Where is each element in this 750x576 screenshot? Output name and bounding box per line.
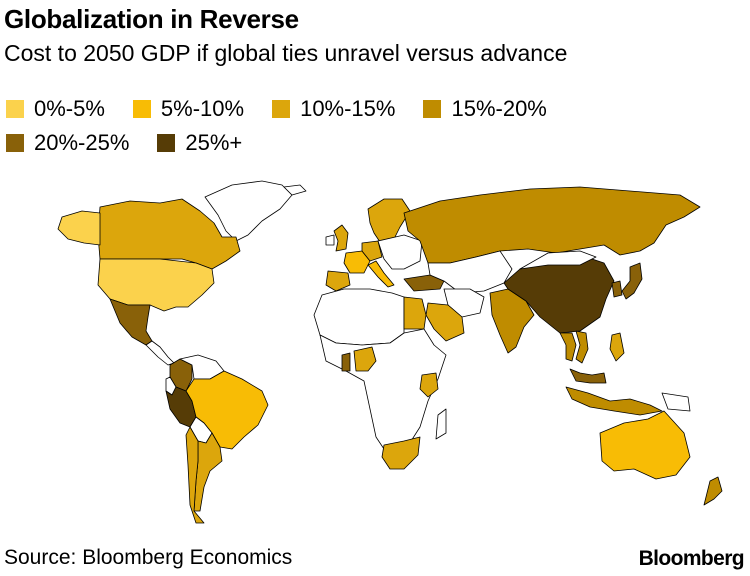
legend: 0%-5% 5%-10% 10%-15% 15%-20% 20%-25% 25%… — [6, 92, 706, 160]
legend-swatch — [132, 100, 151, 118]
region-mexico — [109, 298, 153, 346]
region-south-korea — [611, 280, 623, 298]
legend-label: 0%-5% — [34, 96, 105, 121]
region-philippines — [609, 332, 625, 362]
legend-label: 20%-25% — [34, 130, 130, 155]
legend-item-5-10: 5%-10% — [132, 96, 245, 122]
legend-swatch — [423, 100, 442, 118]
legend-label: 15%-20% — [451, 96, 547, 121]
region-united-kingdom — [333, 224, 349, 252]
region-alaska — [57, 210, 101, 246]
region-greenland — [204, 180, 293, 242]
region-eastern-europe — [377, 234, 423, 270]
region-ghana — [341, 352, 351, 372]
legend-swatch — [272, 100, 291, 118]
region-russia — [403, 186, 701, 264]
legend-item-15-20: 15%-20% — [423, 96, 547, 122]
world-map — [57, 180, 723, 524]
region-new-zealand — [703, 476, 723, 506]
region-scandinavia — [367, 198, 411, 246]
source-note: Source: Bloomberg Economics — [4, 546, 293, 569]
bloomberg-logo: Bloomberg — [638, 547, 745, 570]
region-germany — [361, 240, 383, 262]
region-egypt — [403, 296, 427, 330]
region-madagascar — [435, 408, 447, 440]
region-malaysia — [569, 368, 607, 384]
legend-item-25-plus: 25%+ — [157, 130, 242, 156]
legend-item-20-25: 20%-25% — [6, 130, 129, 156]
region-spain — [325, 270, 351, 292]
legend-swatch — [157, 134, 176, 152]
legend-swatch — [6, 134, 24, 152]
region-chile — [185, 426, 205, 524]
region-brazil — [185, 370, 269, 450]
legend-item-0-5: 0%-5% — [6, 96, 105, 122]
region-saudi-arabia — [425, 302, 465, 342]
region-south-africa — [381, 436, 421, 470]
region-papua — [661, 392, 691, 412]
region-vietnam — [575, 330, 589, 364]
legend-item-10-15: 10%-15% — [272, 96, 395, 122]
region-japan — [621, 262, 643, 300]
region-thailand — [559, 332, 577, 362]
region-mongolia — [519, 250, 597, 270]
region-sub-saharan-africa — [319, 328, 447, 456]
legend-swatch — [6, 100, 24, 118]
region-nigeria — [353, 346, 377, 372]
legend-label: 25%+ — [185, 130, 243, 155]
region-australia — [599, 410, 691, 480]
legend-label: 10%-15% — [300, 96, 396, 121]
region-central-america — [145, 340, 175, 366]
region-north-africa — [313, 288, 405, 346]
chart-subtitle: Cost to 2050 GDP if global ties unravel … — [4, 40, 568, 66]
region-ireland — [325, 234, 335, 246]
legend-label: 5%-10% — [160, 96, 245, 121]
region-kenya — [419, 372, 439, 398]
region-indonesia — [565, 386, 663, 416]
region-italy — [367, 260, 395, 288]
chart-title: Globalization in Reverse — [4, 4, 299, 34]
region-turkey — [403, 274, 445, 292]
region-iceland — [283, 184, 307, 196]
